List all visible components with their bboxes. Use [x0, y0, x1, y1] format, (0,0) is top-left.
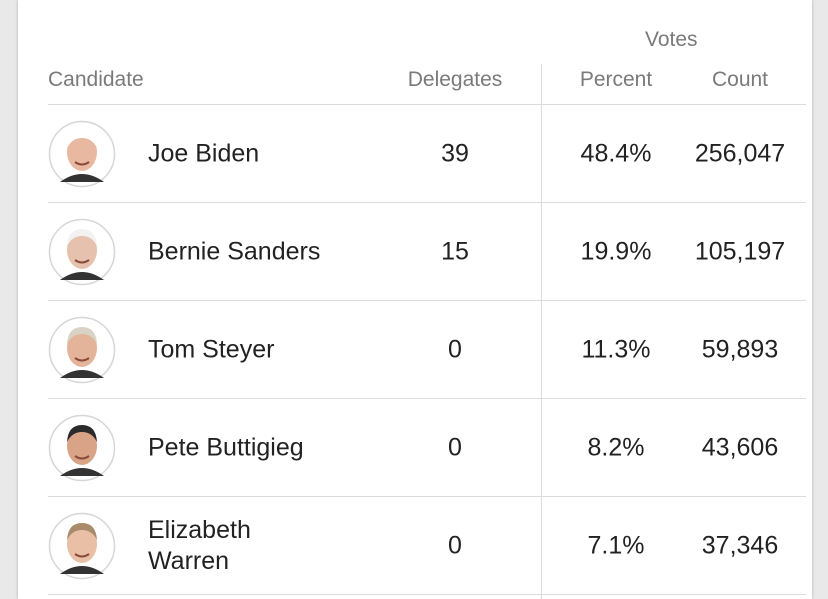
delegates: 0: [448, 433, 462, 462]
row-divider: [48, 398, 806, 399]
delegates: 0: [448, 335, 462, 364]
candidate-name: Elizabeth Warren: [148, 516, 251, 575]
candidate-photo: [48, 120, 116, 188]
results-card: [18, 0, 812, 599]
header-divider: [48, 104, 806, 105]
row-divider: [48, 300, 806, 301]
column-header: Delegates: [407, 68, 503, 91]
avatar-icon: [48, 414, 116, 482]
candidate-name: Joe Biden: [148, 139, 260, 168]
vote-count: 59,893: [701, 335, 779, 364]
vote-percent: 19.9%: [580, 237, 652, 266]
candidate-photo: [48, 218, 116, 286]
column-header: Count: [711, 68, 769, 91]
vote-percent: 48.4%: [580, 139, 652, 168]
delegates: 39: [441, 139, 469, 168]
delegates: 0: [448, 531, 462, 560]
vote-percent: 8.2%: [587, 433, 645, 462]
vote-count: 43,606: [701, 433, 779, 462]
candidate-photo: [48, 316, 116, 384]
column-header: Candidate: [48, 68, 144, 91]
vote-count: 256,047: [694, 139, 786, 168]
candidate-name: Pete Buttigieg: [148, 433, 304, 462]
avatar-icon: [48, 512, 116, 580]
group-header: Votes: [645, 28, 698, 51]
delegates: 15: [441, 237, 469, 266]
vote-count: 105,197: [694, 237, 786, 266]
avatar-icon: [48, 120, 116, 188]
column-header: Percent: [579, 68, 653, 91]
row-divider: [48, 594, 806, 595]
column-divider: [541, 64, 542, 599]
row-divider: [48, 202, 806, 203]
vote-percent: 7.1%: [587, 531, 645, 560]
avatar-icon: [48, 316, 116, 384]
candidate-name: Tom Steyer: [148, 335, 275, 364]
row-divider: [48, 496, 806, 497]
candidate-photo: [48, 512, 116, 580]
candidate-name: Bernie Sanders: [148, 237, 321, 266]
vote-percent: 11.3%: [581, 335, 651, 364]
candidate-photo: [48, 414, 116, 482]
avatar-icon: [48, 218, 116, 286]
vote-count: 37,346: [701, 531, 779, 560]
